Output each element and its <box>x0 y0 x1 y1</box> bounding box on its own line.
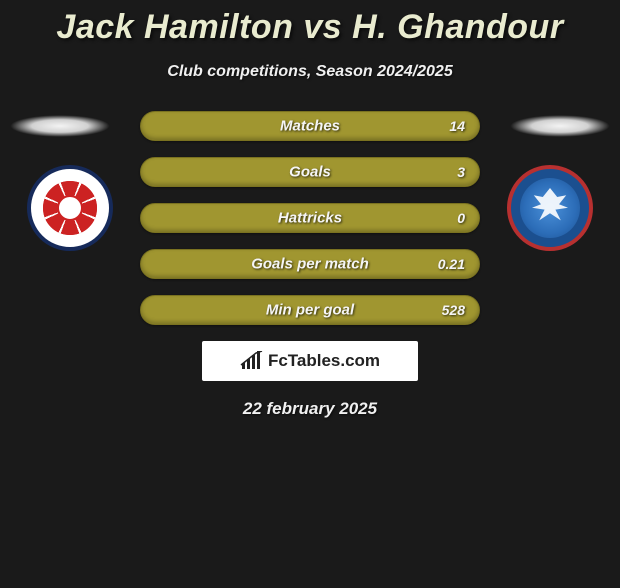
stat-label: Goals <box>289 164 331 181</box>
stat-bar: Matches 14 <box>140 111 480 141</box>
title-player-2: H. Ghandour <box>352 8 563 46</box>
phoenix-icon <box>520 178 580 238</box>
subtitle: Club competitions, Season 2024/2025 <box>0 63 620 81</box>
club-crest-left <box>27 165 113 251</box>
stat-label: Hattricks <box>278 210 342 227</box>
title-vs: vs <box>293 8 352 46</box>
stat-label: Matches <box>280 118 340 135</box>
stat-bars: Matches 14 Goals 3 Hattricks 0 Goals per… <box>140 111 480 325</box>
stat-bar: Goals per match 0.21 <box>140 249 480 279</box>
club-crest-right <box>507 165 593 251</box>
bar-chart-icon <box>240 351 264 371</box>
stat-value: 3 <box>457 164 465 180</box>
ship-wheel-icon <box>40 178 100 238</box>
stat-value: 0.21 <box>438 256 465 272</box>
date-label: 22 february 2025 <box>0 399 620 419</box>
stat-bar: Min per goal 528 <box>140 295 480 325</box>
stat-value: 14 <box>449 118 465 134</box>
brand-badge: FcTables.com <box>202 341 418 381</box>
stat-label: Min per goal <box>266 302 354 319</box>
stat-bar: Goals 3 <box>140 157 480 187</box>
stat-value: 0 <box>457 210 465 226</box>
player-shadow-right <box>510 115 610 137</box>
brand-text: FcTables.com <box>268 351 380 371</box>
page-title: Jack Hamilton vs H. Ghandour <box>0 8 620 47</box>
stat-label: Goals per match <box>251 256 369 273</box>
stat-value: 528 <box>442 302 465 318</box>
title-player-1: Jack Hamilton <box>56 8 293 46</box>
stat-bar: Hattricks 0 <box>140 203 480 233</box>
comparison-panel: Matches 14 Goals 3 Hattricks 0 Goals per… <box>0 111 620 419</box>
player-shadow-left <box>10 115 110 137</box>
